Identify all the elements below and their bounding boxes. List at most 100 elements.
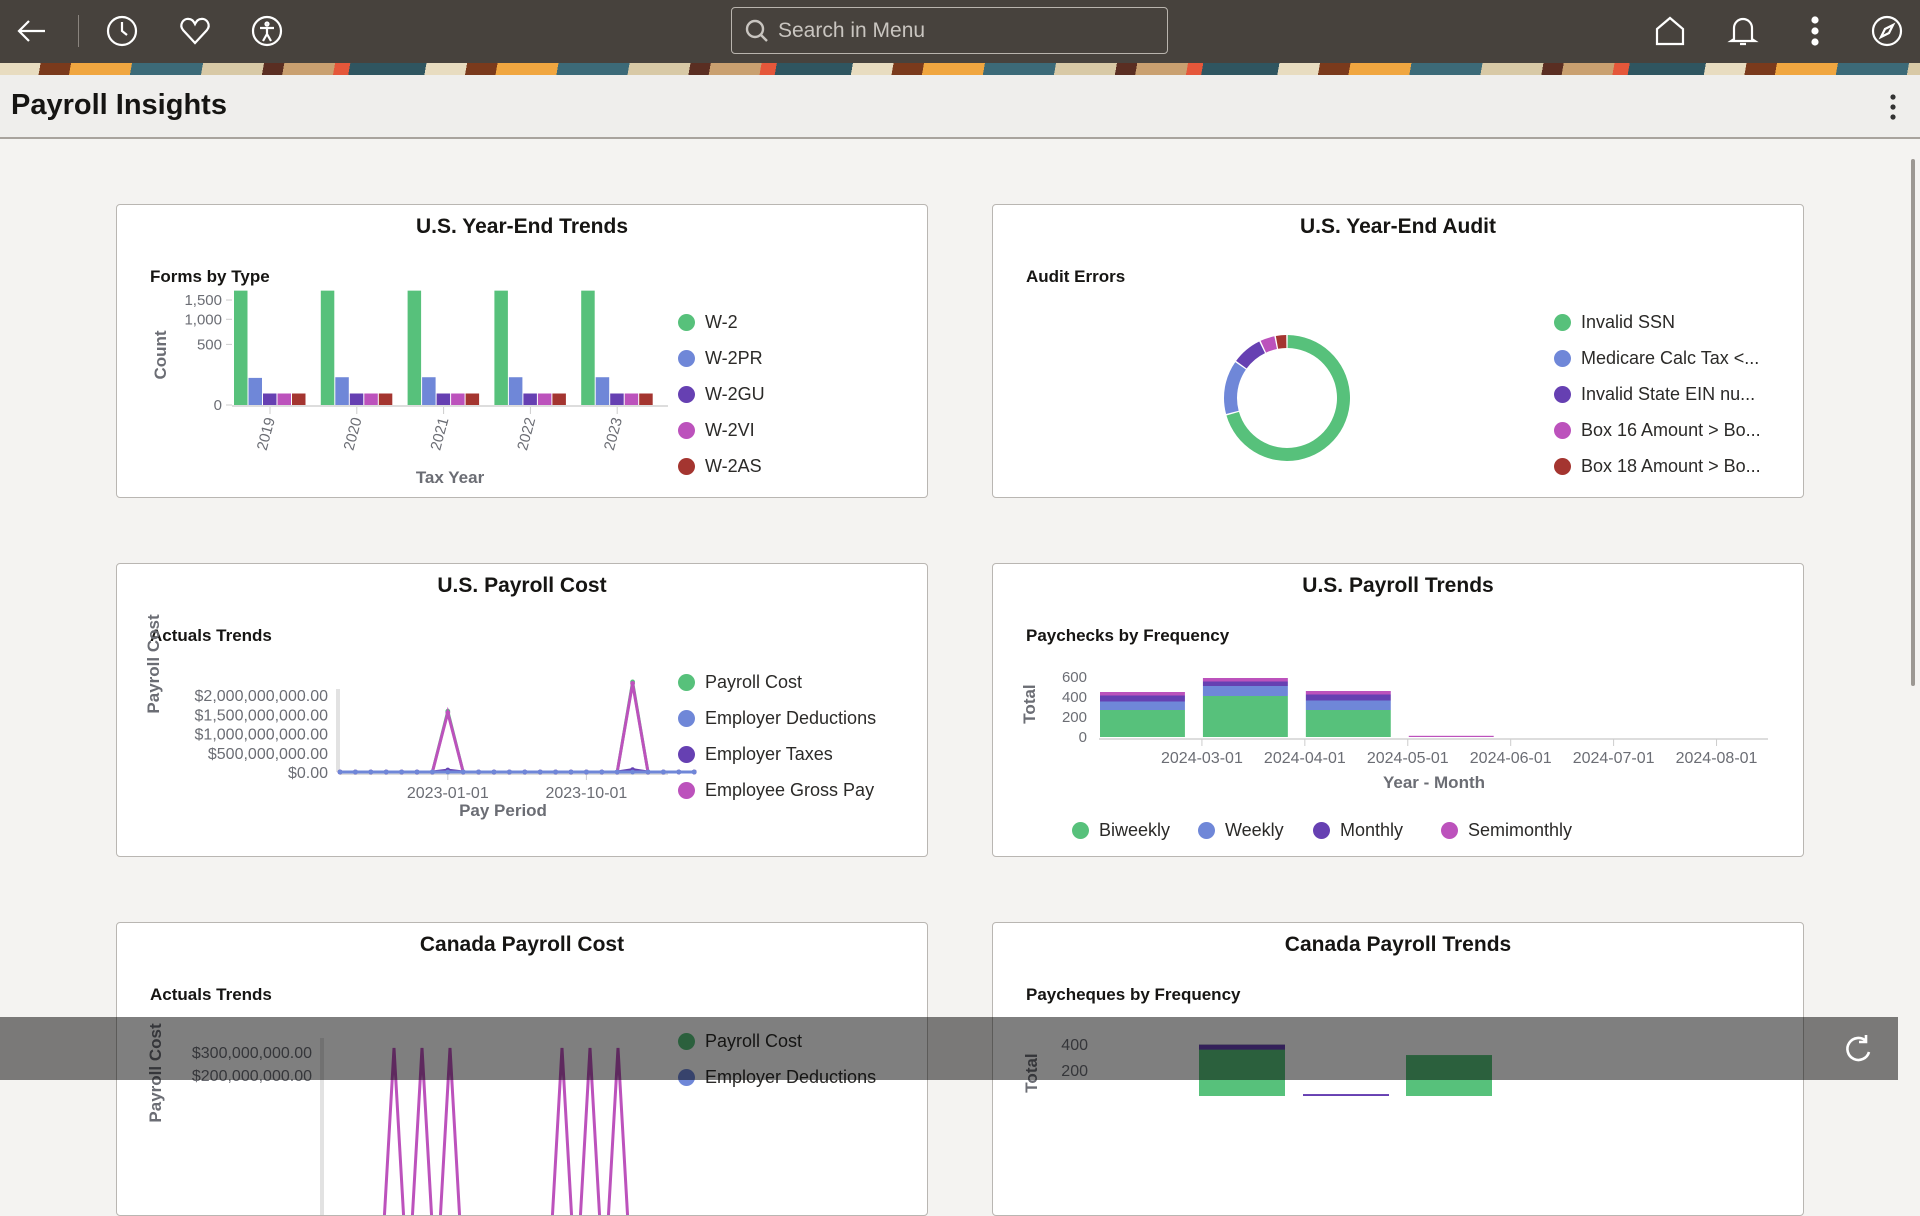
data-point [584, 769, 589, 775]
back-arrow-icon[interactable] [15, 14, 49, 48]
chart-subtitle: Paychecks by Frequency [1026, 626, 1230, 645]
data-point [445, 710, 451, 716]
y-tick-label: $1,500,000,000.00 [195, 707, 329, 724]
bar-segment [1100, 695, 1185, 702]
more-vertical-icon[interactable] [1798, 14, 1832, 48]
clock-icon[interactable] [105, 14, 139, 48]
legend-item[interactable]: W-2VI [678, 420, 755, 441]
legend-item[interactable]: Invalid SSN [1554, 312, 1675, 333]
heart-icon[interactable] [178, 14, 212, 48]
legend-label: Semimonthly [1468, 820, 1573, 840]
bar [349, 393, 364, 405]
bar [320, 290, 335, 405]
chart: 0 500 1,000 1,500 2019 2020 2021 2022 2023 Count T… [151, 290, 668, 487]
donut-slice [1236, 341, 1265, 369]
legend-swatch [1554, 422, 1571, 439]
legend-item[interactable]: Monthly [1313, 820, 1403, 841]
legend-swatch [678, 746, 695, 763]
legend-label: Biweekly [1099, 820, 1171, 840]
data-point [676, 769, 682, 775]
legend-label: Weekly [1225, 820, 1284, 840]
legend-item[interactable]: Invalid State EIN nu... [1554, 384, 1755, 405]
y-tick-label: $500,000,000.00 [208, 746, 328, 763]
legend-swatch [1554, 386, 1571, 403]
tile-title: Canada Payroll Cost [419, 933, 625, 956]
y-tick-label: 0 [214, 397, 222, 414]
refresh-icon[interactable] [1842, 1032, 1876, 1066]
bar-segment [1408, 735, 1494, 737]
legend-item[interactable]: Payroll Cost [678, 672, 802, 693]
data-point [476, 769, 481, 775]
data-point [353, 769, 358, 775]
page-title: Payroll Insights [11, 89, 227, 121]
legend-item[interactable]: Employer Taxes [678, 744, 833, 765]
data-point [430, 769, 435, 775]
y-axis [336, 689, 340, 772]
bell-icon[interactable] [1726, 14, 1760, 48]
data-point [661, 769, 666, 775]
dashboard-tile[interactable]: U.S. Payroll Cost Actuals Trends $0.00 $500… [116, 563, 928, 857]
search-input[interactable]: Search in Menu [731, 7, 1168, 54]
legend-item[interactable]: Biweekly [1072, 820, 1170, 841]
data-point [445, 769, 451, 775]
x-axis-title: Pay Period [459, 801, 547, 820]
y-tick-label: 1,000 [184, 311, 222, 328]
chart-subtitle: Actuals Trends [150, 985, 272, 1004]
legend-item[interactable]: Box 18 Amount > Bo... [1554, 456, 1761, 477]
bar [465, 393, 480, 405]
bar [1303, 1094, 1389, 1096]
legend-item[interactable]: Semimonthly [1441, 820, 1572, 841]
y-axis-title: Count [151, 330, 170, 379]
legend-label: Employee Gross Pay [705, 780, 875, 800]
legend-item[interactable]: Medicare Calc Tax <... [1554, 348, 1759, 369]
data-point [630, 681, 635, 686]
bar-segment [1202, 696, 1288, 737]
accessibility-icon[interactable] [250, 14, 284, 48]
legend-label: Monthly [1340, 820, 1404, 840]
chart: 0 200 400 600 2024-03-01 2024-04-01 2024-05-01… [1020, 669, 1768, 792]
dashboard-tile[interactable]: U.S. Payroll Trends Paychecks by Frequenc… [992, 563, 1804, 857]
data-point [522, 769, 528, 775]
legend-label: W-2GU [705, 384, 765, 404]
legend-item[interactable]: Employer Deductions [678, 708, 876, 729]
chart: $0.00 $500,000,000.00 $1,000,000,000.00 $1,… [144, 614, 697, 820]
dashboard-tile[interactable]: U.S. Year-End Audit Audit Errors Invalid S… [992, 204, 1804, 498]
legend-swatch [678, 710, 695, 727]
bar [624, 393, 639, 405]
legend-item[interactable]: Box 16 Amount > Bo... [1554, 420, 1761, 441]
bar-segment [1100, 701, 1185, 710]
legend-item[interactable]: W-2PR [678, 348, 763, 369]
compass-icon[interactable] [1870, 14, 1904, 48]
legend-swatch [678, 782, 695, 799]
x-tick-label: 2023-10-01 [545, 785, 627, 802]
x-axis-title: Tax Year [416, 468, 485, 487]
page-scrollbar[interactable] [1911, 159, 1915, 686]
legend-item[interactable]: Employee Gross Pay [678, 780, 874, 801]
data-point [399, 769, 404, 775]
legend-item[interactable]: Weekly [1198, 820, 1284, 841]
bar-segment [1305, 694, 1391, 701]
bar [508, 377, 523, 405]
page-actions-icon[interactable] [1888, 93, 1898, 121]
bar-segment [1305, 700, 1391, 710]
bar-segment [1305, 691, 1391, 695]
dashboard-tile[interactable]: U.S. Year-End Trends Forms by Type 0 500 1,0… [116, 204, 928, 498]
bar [277, 393, 291, 405]
bar [436, 393, 451, 405]
y-tick-label: 0 [1079, 729, 1087, 746]
chart-subtitle: Audit Errors [1026, 267, 1126, 286]
tile-title: U.S. Payroll Cost [437, 574, 607, 597]
legend-label: Invalid SSN [1581, 312, 1676, 332]
y-tick-label: 1,500 [184, 292, 222, 309]
data-point [691, 769, 697, 775]
legend-item[interactable]: W-2 [678, 312, 738, 333]
search-placeholder: Search in Menu [778, 18, 926, 42]
legend-label: Payroll Cost [705, 672, 803, 692]
legend-item[interactable]: W-2GU [678, 384, 765, 405]
home-icon[interactable] [1653, 14, 1687, 48]
legend-item[interactable]: W-2AS [678, 456, 762, 477]
legend-swatch [1554, 350, 1571, 367]
legend-label: W-2AS [705, 456, 762, 476]
legend-swatch [678, 458, 695, 475]
bar [494, 290, 508, 405]
